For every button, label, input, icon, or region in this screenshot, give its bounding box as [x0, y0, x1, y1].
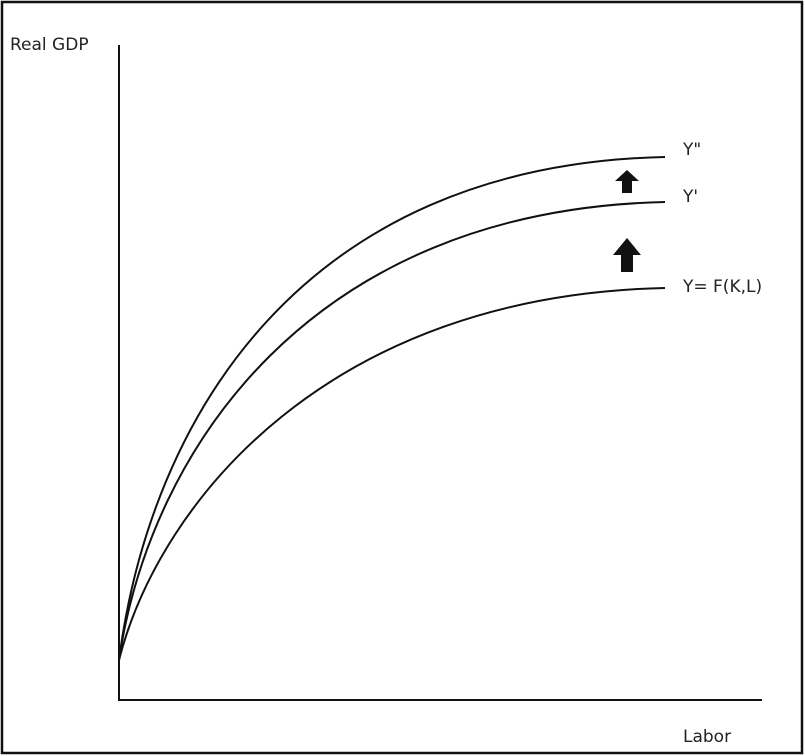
curve-label: Y" [682, 140, 701, 160]
curve-middle [118, 201, 666, 661]
curve-top [118, 156, 666, 661]
curve-bottom [118, 287, 666, 661]
curve-label: Y= F(K,L) [682, 277, 762, 297]
shift-arrow [615, 170, 639, 193]
curve-label: Y' [682, 187, 698, 207]
shift-arrow [613, 238, 641, 272]
x-axis-label: Labor [683, 727, 731, 747]
y-axis-label: Real GDP [10, 35, 89, 55]
